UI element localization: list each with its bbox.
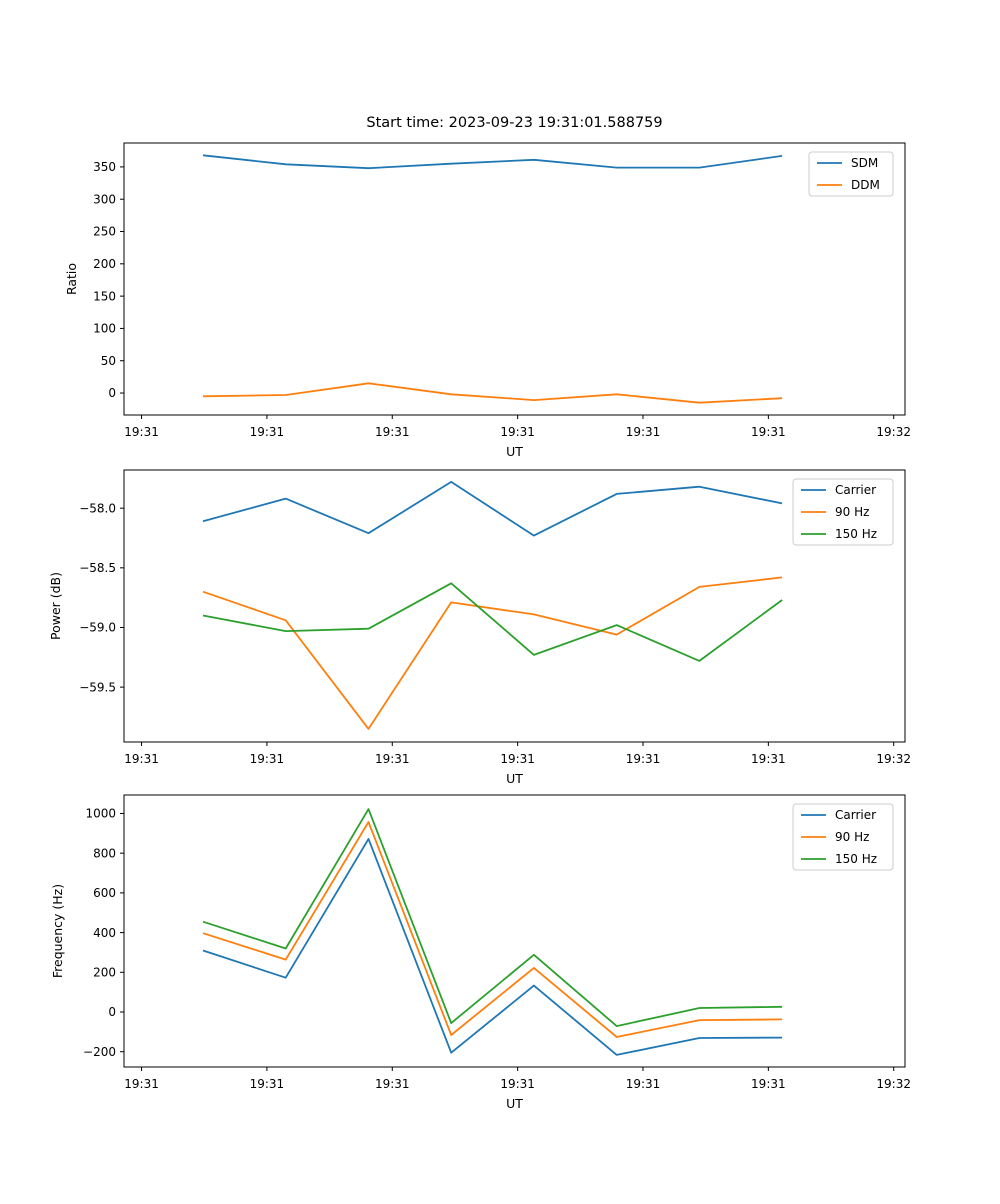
x-axis-label: UT — [506, 771, 523, 786]
legend-item-label: Carrier — [835, 808, 876, 822]
legend: Carrier 90 Hz 150 Hz — [792, 478, 894, 546]
legend-item-label: DDM — [851, 178, 880, 192]
legend-item-label: 90 Hz — [835, 830, 869, 844]
x-tick-label: 19:31 — [124, 752, 159, 766]
y-tick-label: 100 — [93, 322, 116, 336]
legend-item-label: 150 Hz — [835, 852, 877, 866]
x-tick-label: 19:31 — [500, 425, 535, 439]
axes-border — [123, 794, 906, 1068]
x-tick-label: 19:31 — [626, 752, 661, 766]
x-tick-label: 19:32 — [876, 425, 911, 439]
subplot-power: 19:31 19:31 19:31 19:31 19:31 19:31 19:32 −58.0… — [48, 469, 911, 786]
series-line-ddm — [202, 382, 783, 404]
y-tick-label: 350 — [93, 160, 116, 174]
x-tick-label: 19:31 — [124, 1077, 159, 1091]
figure-title: Start time: 2023-09-23 19:31:01.588759 — [366, 115, 662, 131]
x-tick-label: 19:31 — [375, 752, 410, 766]
x-tick-label: 19:31 — [250, 425, 285, 439]
series-line-150-hz — [202, 582, 783, 662]
series-line-150-hz — [202, 808, 783, 1027]
axes-border — [123, 142, 906, 416]
subplot-frequency: 19:31 19:31 19:31 19:31 19:31 19:31 19:32 −200 0… — [50, 794, 911, 1111]
x-tick-label: 19:31 — [751, 425, 786, 439]
y-tick-label: 600 — [93, 886, 116, 900]
x-tick-label: 19:31 — [626, 1077, 661, 1091]
legend-item-label: Carrier — [835, 483, 876, 497]
y-tick-label: 200 — [93, 257, 116, 271]
y-tick-label: −58.0 — [79, 501, 116, 515]
y-tick-label: 0 — [108, 386, 116, 400]
y-tick-label: 50 — [101, 354, 116, 368]
x-tick-label: 19:31 — [500, 752, 535, 766]
series-line-90-hz — [202, 576, 783, 730]
y-axis-label: Frequency (Hz) — [50, 884, 65, 978]
y-axis-label: Ratio — [64, 263, 79, 295]
series-line-carrier — [202, 838, 783, 1056]
axes-border — [123, 469, 906, 743]
x-tick-label: 19:31 — [626, 425, 661, 439]
x-tick-label: 19:31 — [500, 1077, 535, 1091]
x-tick-label: 19:31 — [124, 425, 159, 439]
y-tick-label: 300 — [93, 192, 116, 206]
x-tick-label: 19:31 — [375, 1077, 410, 1091]
series-line-90-hz — [202, 821, 783, 1038]
legend-box — [792, 803, 894, 871]
y-tick-label: 200 — [93, 965, 116, 979]
y-tick-label: −59.0 — [79, 621, 116, 635]
x-tick-label: 19:31 — [250, 1077, 285, 1091]
x-tick-label: 19:31 — [751, 1077, 786, 1091]
y-tick-label: 800 — [93, 846, 116, 860]
legend: Carrier 90 Hz 150 Hz — [792, 803, 894, 871]
x-tick-label: 19:31 — [751, 752, 786, 766]
y-axis-label: Power (dB) — [48, 572, 63, 640]
y-tick-label: 150 — [93, 289, 116, 303]
y-tick-label: 250 — [93, 225, 116, 239]
legend-item-label: SDM — [851, 156, 878, 170]
legend-box — [792, 478, 894, 546]
x-tick-label: 19:32 — [876, 752, 911, 766]
series-line-sdm — [202, 154, 783, 170]
legend: SDM DDM — [808, 151, 894, 197]
legend-item-label: 150 Hz — [835, 527, 877, 541]
x-tick-label: 19:31 — [375, 425, 410, 439]
x-axis-label: UT — [506, 1096, 523, 1111]
y-tick-label: −59.5 — [79, 680, 116, 694]
y-tick-label: 400 — [93, 926, 116, 940]
x-tick-label: 19:32 — [876, 1077, 911, 1091]
x-tick-label: 19:31 — [250, 752, 285, 766]
x-axis-label: UT — [506, 444, 523, 459]
subplot-ratio: Start time: 2023-09-23 19:31:01.588759 19… — [64, 115, 911, 459]
y-tick-label: 0 — [108, 1005, 116, 1019]
series-line-carrier — [202, 480, 783, 537]
y-tick-label: 1000 — [85, 807, 116, 821]
y-tick-label: −58.5 — [79, 561, 116, 575]
y-tick-label: −200 — [83, 1045, 116, 1059]
legend-item-label: 90 Hz — [835, 505, 869, 519]
